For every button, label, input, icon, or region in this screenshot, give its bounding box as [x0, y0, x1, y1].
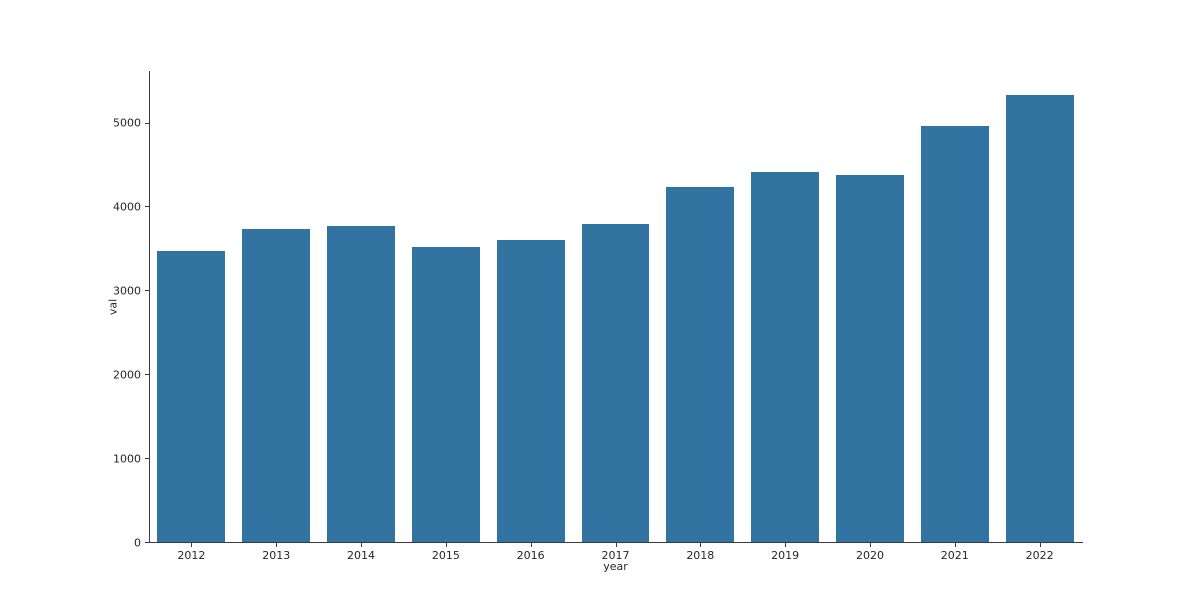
x-tick-label: 2021: [940, 549, 969, 562]
y-axis-spine: [149, 71, 150, 542]
bar-2014: [327, 226, 395, 542]
x-tick-label: 2019: [771, 549, 800, 562]
x-tick-mark: [191, 543, 193, 547]
y-axis-label: val: [106, 298, 120, 315]
bar-2022: [1005, 95, 1074, 542]
bar-2016: [496, 240, 565, 542]
bar-2020: [836, 174, 904, 542]
x-axis-label: year: [603, 560, 628, 573]
bar-2015: [411, 246, 480, 542]
y-tick-mark: [145, 290, 149, 292]
x-tick-label: 2015: [431, 549, 460, 562]
x-tick-label: 2017: [601, 549, 630, 562]
bar-2017: [581, 223, 650, 542]
y-tick-label: 0: [134, 536, 141, 549]
x-tick-mark: [276, 543, 278, 547]
y-tick-mark: [145, 206, 149, 208]
x-axis-spine: [149, 542, 1083, 543]
y-tick-mark: [145, 542, 149, 543]
y-tick-mark: [145, 374, 149, 376]
y-tick-mark: [145, 458, 149, 460]
x-tick-mark: [530, 543, 532, 547]
x-tick-mark: [869, 543, 871, 547]
x-tick-label: 2022: [1025, 549, 1054, 562]
x-tick-mark: [361, 543, 363, 547]
x-tick-label: 2014: [347, 549, 376, 562]
x-tick-mark: [1039, 543, 1041, 547]
x-tick-label: 2012: [177, 549, 206, 562]
bar-2018: [666, 187, 735, 542]
x-tick-mark: [700, 543, 702, 547]
y-tick-label: 5000: [113, 116, 141, 130]
bar-2012: [157, 250, 226, 542]
x-tick-label: 2013: [262, 549, 291, 562]
x-tick-mark: [785, 543, 787, 547]
bar-2013: [242, 228, 311, 542]
y-tick-label: 4000: [113, 200, 141, 214]
x-tick-label: 2020: [855, 549, 884, 562]
y-tick-label: 3000: [113, 284, 141, 298]
y-tick-label: 2000: [113, 368, 141, 382]
x-tick-label: 2016: [516, 549, 545, 562]
x-tick-label: 2018: [686, 549, 715, 562]
x-tick-mark: [445, 543, 447, 547]
y-tick-label: 1000: [113, 452, 141, 466]
bar-2019: [751, 172, 820, 542]
bar-2021: [920, 125, 989, 542]
y-tick-mark: [145, 122, 149, 124]
x-tick-mark: [954, 543, 956, 547]
x-tick-mark: [615, 543, 617, 547]
